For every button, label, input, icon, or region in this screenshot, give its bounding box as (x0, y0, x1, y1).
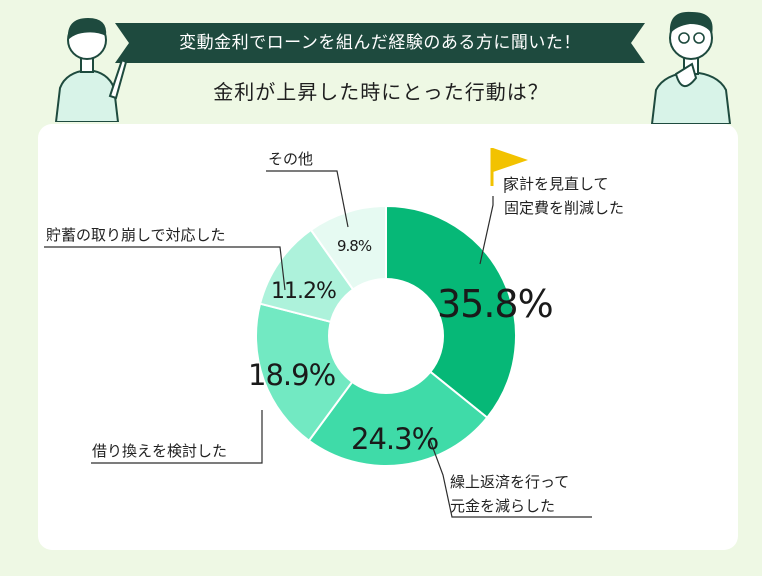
header-banner: 変動金利でローンを組んだ経験のある方に聞いた！ (115, 23, 645, 63)
value-label: 35.8% (437, 282, 554, 326)
category-label: 貯蓄の取り崩しで対応した (46, 226, 226, 244)
category-label: 繰上返済を行って 元金を減らした (450, 473, 570, 515)
banner-ribbon (115, 23, 645, 63)
category-label: その他 (268, 150, 314, 168)
category-label: 借り換えを検討した (92, 442, 228, 460)
survey-question: 金利が上昇した時にとった行動は？ (213, 80, 549, 104)
banner-text: 変動金利でローンを組んだ経験のある方に聞いた！ (179, 33, 581, 53)
value-label: 18.9% (248, 358, 336, 392)
value-label: 11.2% (271, 279, 337, 304)
value-label: 24.3% (351, 422, 439, 456)
woman-illustration (48, 10, 128, 126)
value-label: 9.8% (337, 237, 372, 255)
flag-icon (490, 148, 528, 186)
donut-slice (307, 334, 489, 467)
man-illustration (646, 4, 736, 128)
category-label: 家計を見直して 固定費を削減した (504, 175, 625, 217)
donut-slice (385, 204, 517, 420)
